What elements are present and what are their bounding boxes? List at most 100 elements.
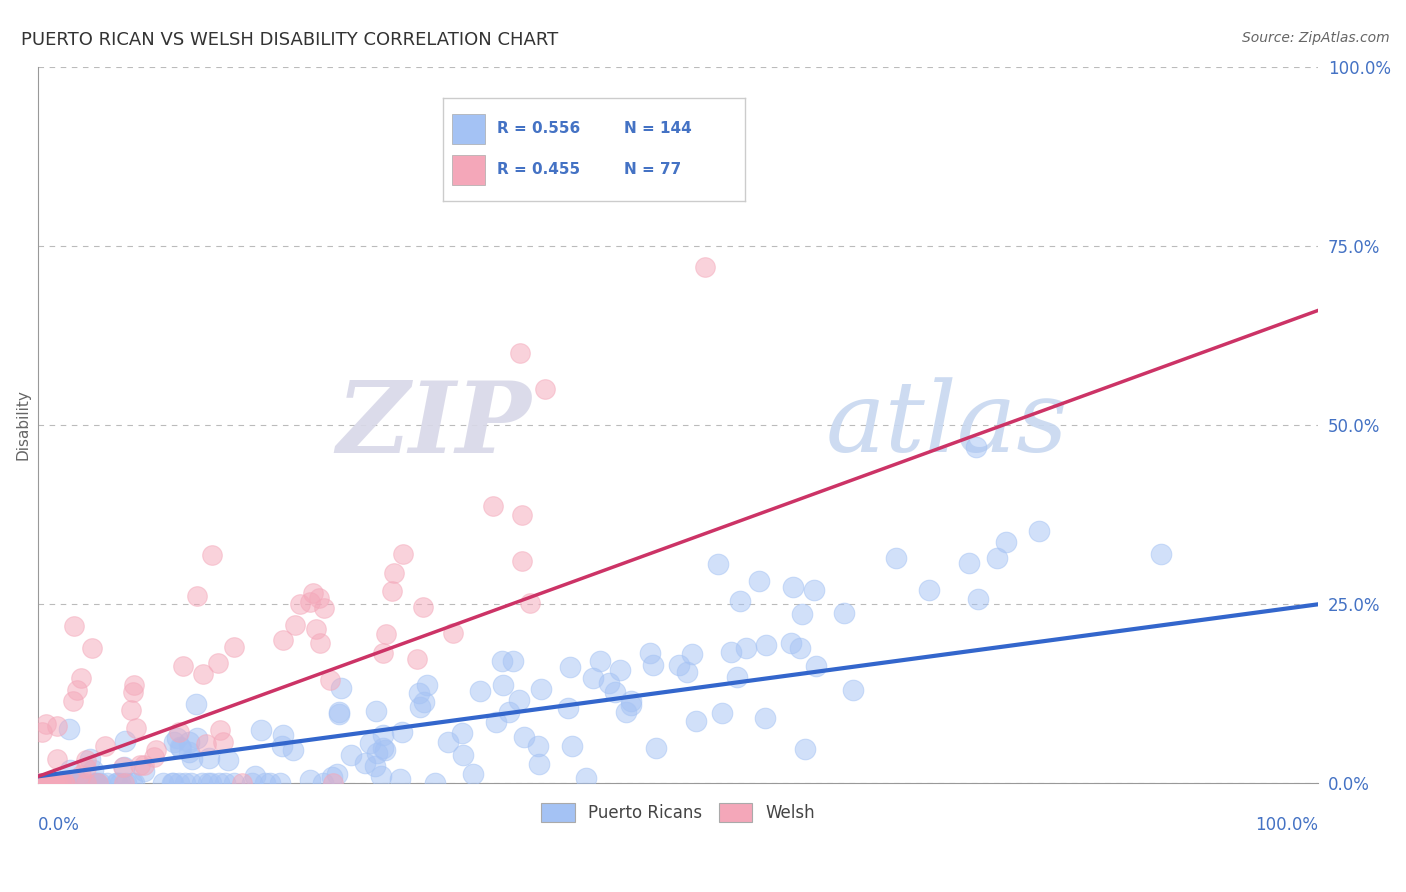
Point — [83, 776, 105, 790]
Point — [706, 557, 728, 571]
Point — [302, 586, 325, 600]
Point — [794, 742, 817, 756]
Point — [201, 548, 224, 562]
Point — [371, 728, 394, 742]
Point — [186, 731, 208, 745]
Point — [1150, 547, 1173, 561]
Point — [450, 726, 472, 740]
Point — [145, 743, 167, 757]
Point — [200, 776, 222, 790]
Point — [162, 776, 184, 790]
Point — [129, 757, 152, 772]
Point — [527, 739, 550, 754]
Point — [49, 776, 72, 790]
Point — [162, 776, 184, 790]
Point — [524, 145, 547, 160]
Point — [530, 681, 553, 696]
Point — [513, 730, 536, 744]
Point — [382, 566, 405, 580]
Point — [66, 776, 89, 790]
Point — [681, 648, 703, 662]
Point — [121, 685, 143, 699]
Point — [125, 721, 148, 735]
Point — [62, 776, 84, 790]
Point — [605, 685, 627, 699]
Point — [114, 776, 136, 790]
Point — [1028, 524, 1050, 538]
Point — [803, 583, 825, 598]
Point — [441, 626, 464, 640]
Point — [366, 746, 388, 760]
Point — [415, 678, 437, 692]
Point — [38, 776, 60, 790]
Point — [461, 767, 484, 781]
Point — [485, 715, 508, 730]
Point — [529, 756, 551, 771]
Point — [62, 694, 84, 708]
Text: PUERTO RICAN VS WELSH DISABILITY CORRELATION CHART: PUERTO RICAN VS WELSH DISABILITY CORRELA… — [21, 31, 558, 49]
Point — [162, 735, 184, 749]
Point — [491, 654, 513, 668]
Point — [51, 776, 73, 790]
Point — [917, 583, 939, 598]
Point — [575, 771, 598, 785]
Point — [63, 619, 86, 633]
Point — [886, 550, 908, 565]
Y-axis label: Disability: Disability — [15, 390, 30, 460]
Point — [284, 618, 307, 632]
Point — [120, 703, 142, 717]
Point — [208, 776, 231, 790]
Point — [121, 776, 143, 790]
Point — [328, 705, 350, 719]
Point — [967, 591, 990, 606]
Point — [207, 656, 229, 670]
Point — [557, 701, 579, 715]
Point — [180, 776, 202, 790]
Point — [259, 776, 281, 790]
Point — [299, 595, 322, 609]
Point — [685, 714, 707, 728]
Point — [132, 764, 155, 778]
Point — [308, 591, 330, 606]
Point — [86, 776, 108, 790]
Point — [250, 723, 273, 738]
Point — [374, 627, 396, 641]
Point — [408, 686, 430, 700]
Point — [53, 776, 76, 790]
Point — [509, 346, 531, 360]
Point — [170, 740, 193, 755]
Point — [209, 723, 232, 738]
Text: N = 77: N = 77 — [624, 162, 682, 178]
Point — [725, 670, 748, 684]
Point — [329, 681, 352, 696]
Point — [152, 776, 174, 790]
Point — [181, 751, 204, 765]
Point — [122, 776, 145, 790]
Point — [510, 554, 533, 568]
Point — [67, 776, 90, 790]
Point — [711, 706, 734, 721]
Point — [413, 695, 436, 709]
Point — [56, 776, 79, 790]
Point — [328, 707, 350, 722]
Point — [66, 683, 89, 698]
Point — [381, 583, 404, 598]
Point — [288, 597, 311, 611]
Point — [790, 607, 813, 622]
Point — [354, 756, 377, 771]
Point — [312, 601, 335, 615]
Point — [112, 760, 135, 774]
Point — [325, 767, 347, 781]
Point — [46, 752, 69, 766]
Point — [392, 547, 415, 561]
Point — [177, 745, 200, 759]
Point — [222, 776, 245, 790]
Point — [35, 717, 58, 731]
Point — [53, 776, 76, 790]
Text: R = 0.556: R = 0.556 — [498, 121, 581, 136]
Point — [27, 776, 49, 790]
Point — [70, 776, 93, 790]
Point — [804, 659, 827, 673]
Point — [42, 776, 65, 790]
Point — [502, 654, 524, 668]
